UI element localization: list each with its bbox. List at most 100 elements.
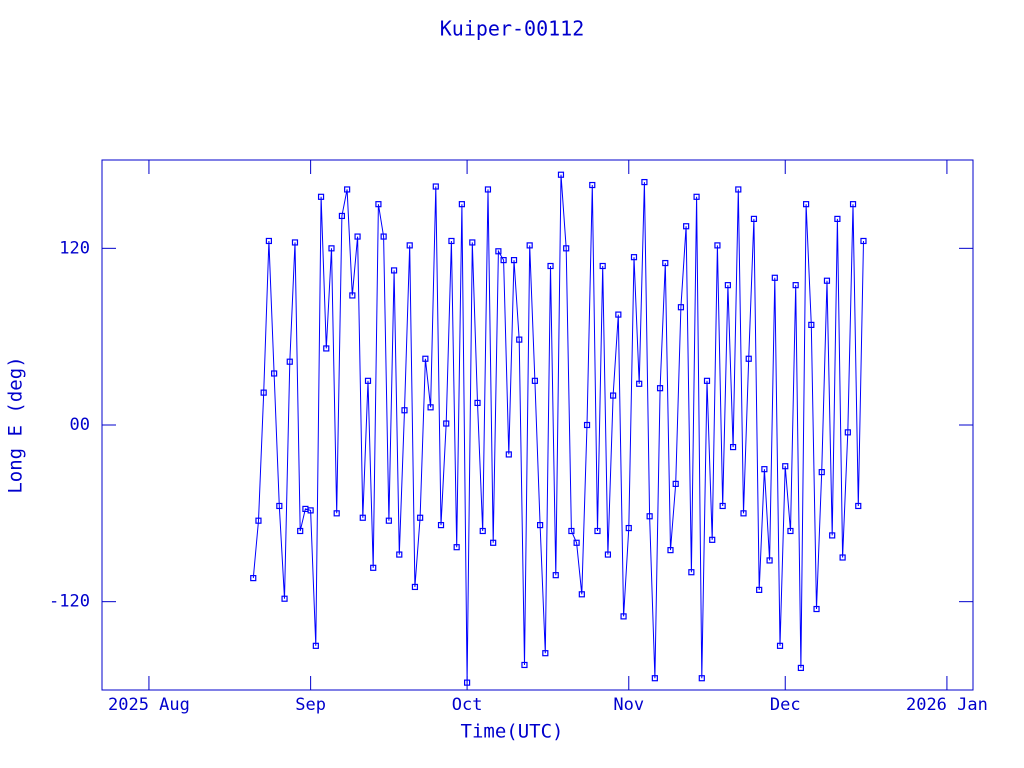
data-point <box>698 675 705 682</box>
data-point <box>709 536 716 543</box>
data-point <box>703 377 711 384</box>
data-point <box>448 237 455 245</box>
data-point <box>667 547 674 554</box>
data-point <box>396 551 403 558</box>
data-point <box>411 583 419 591</box>
data-point <box>787 527 794 535</box>
data-point <box>797 664 804 672</box>
data-point <box>344 186 351 193</box>
data-point <box>829 532 836 539</box>
data-point <box>729 443 737 451</box>
data-point <box>510 257 518 264</box>
data-point <box>307 507 314 514</box>
data-point <box>479 527 486 535</box>
data-point <box>250 575 257 582</box>
data-point <box>505 451 512 458</box>
y-axis-label: Long E (deg) <box>5 356 27 493</box>
data-point <box>792 282 799 289</box>
data-point <box>745 355 752 362</box>
data-point <box>693 193 700 200</box>
data-point <box>281 595 288 602</box>
data-point <box>844 429 851 436</box>
data-point <box>610 392 617 399</box>
data-point <box>724 282 731 289</box>
data-point <box>443 420 450 427</box>
data-point <box>599 262 606 270</box>
data-point <box>265 237 272 245</box>
data-point <box>406 242 413 249</box>
data-point <box>740 510 747 517</box>
data-point <box>557 171 565 178</box>
data-point <box>453 544 460 551</box>
data-point <box>317 193 325 200</box>
x-tick-label: Nov <box>613 695 644 715</box>
data-point <box>547 262 554 270</box>
data-point <box>766 557 773 564</box>
data-point <box>656 385 664 392</box>
data-point <box>589 181 596 189</box>
track-line <box>252 174 864 683</box>
data-point <box>432 183 439 190</box>
data-point <box>338 212 346 220</box>
data-point <box>286 358 293 365</box>
x-tick-label: 2026 Jan <box>906 695 988 715</box>
data-point <box>364 377 372 384</box>
data-point <box>380 233 387 240</box>
data-point <box>761 466 768 473</box>
data-point <box>354 233 361 240</box>
data-point <box>672 480 679 487</box>
data-point <box>776 642 784 649</box>
data-point <box>615 311 622 318</box>
data-point <box>636 380 643 387</box>
data-point <box>422 355 429 362</box>
data-point <box>260 389 267 396</box>
data-point <box>839 554 846 561</box>
data-point <box>688 569 695 576</box>
data-point <box>333 510 340 517</box>
data-point <box>490 539 497 546</box>
data-point <box>683 223 690 230</box>
data-point <box>583 421 591 429</box>
data-point <box>276 502 283 510</box>
data-point <box>469 239 476 246</box>
x-tick-label: 2025 Aug <box>108 695 190 715</box>
data-point <box>484 186 492 193</box>
data-point <box>651 675 658 682</box>
data-point <box>542 650 549 657</box>
chart-title: Kuiper-00112 <box>440 17 585 41</box>
y-tick-label: 120 <box>59 238 90 258</box>
data-point <box>719 502 726 510</box>
data-point <box>516 336 523 343</box>
x-tick-label: Oct <box>452 695 483 715</box>
data-point <box>427 404 434 411</box>
data-point <box>834 215 841 222</box>
x-tick-label: Dec <box>770 695 801 715</box>
data-point <box>641 178 648 186</box>
data-point <box>573 539 580 546</box>
data-point <box>495 248 502 255</box>
data-point <box>771 274 778 281</box>
data-point <box>849 201 857 208</box>
data-point <box>463 679 471 686</box>
data-point <box>370 564 377 571</box>
data-point <box>604 551 612 558</box>
data-point <box>531 377 538 384</box>
data-point <box>662 259 669 267</box>
data-point <box>578 591 585 598</box>
data-point <box>625 524 632 532</box>
data-point <box>677 304 685 311</box>
data-point <box>782 463 789 470</box>
y-tick-label: 00 <box>70 415 90 435</box>
data-point <box>521 661 528 669</box>
data-point <box>291 239 299 246</box>
data-point <box>594 527 601 535</box>
data-point <box>385 517 392 524</box>
data-point <box>620 613 627 620</box>
data-point <box>349 292 356 299</box>
data-point <box>323 345 330 352</box>
data-point <box>255 517 262 524</box>
data-point <box>808 321 815 328</box>
data-point <box>552 572 559 579</box>
data-point <box>630 254 638 261</box>
